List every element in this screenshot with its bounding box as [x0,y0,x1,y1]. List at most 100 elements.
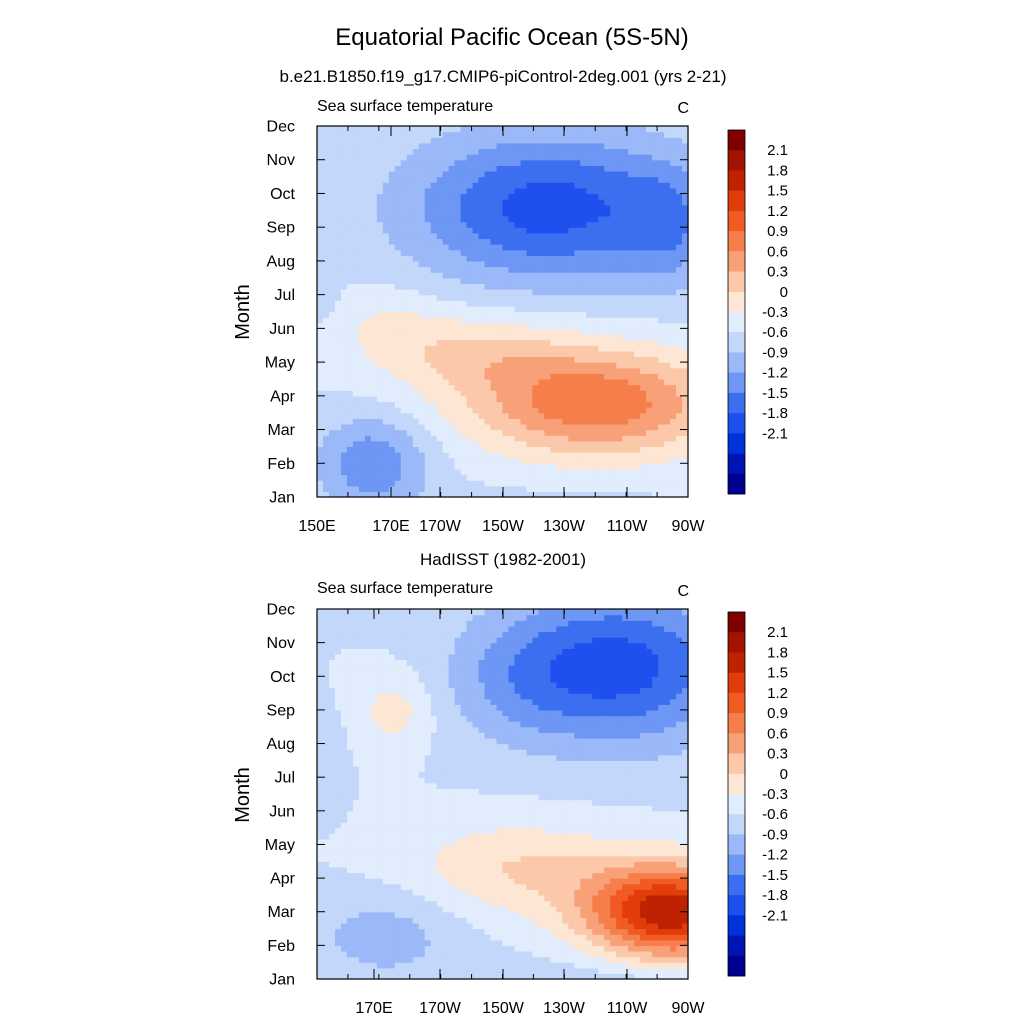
contour-cell [454,345,462,352]
contour-cell [514,390,522,397]
contour-cell [604,917,611,924]
contour-cell [610,350,617,358]
contour-cell [658,356,665,363]
contour-cell [652,474,659,481]
contour-cell [574,238,581,245]
contour-cell [460,249,468,256]
contour-cell [436,395,444,403]
contour-cell [646,238,653,245]
colorbar-box [728,473,745,495]
contour-cell [430,378,438,386]
contour-cell [430,390,438,397]
contour-cell [346,446,354,453]
contour-cell [514,232,522,240]
contour-cell [472,204,480,211]
contour-cell [640,407,647,414]
contour-cell [670,967,677,974]
contour-cell [334,367,342,374]
contour-cell [430,142,438,150]
contour-cell [454,491,462,498]
contour-cell [460,170,468,178]
colorbar-box [728,352,745,374]
contour-cell [346,255,354,262]
contour-cell [640,378,647,386]
contour-cell [556,272,563,279]
contour-cell [526,294,534,301]
contour-cell [622,294,629,301]
contour-cell [400,395,408,403]
contour-cell [544,435,551,442]
contour-cell [418,339,426,346]
contour-cell [322,950,330,958]
contour-cell [544,395,551,403]
contour-cell [568,289,575,296]
contour-cell [472,266,480,273]
contour-cell [388,289,396,296]
contour-cell [466,939,474,946]
contour-cell [616,950,623,958]
colorbar-box [728,231,745,252]
contour-cell [622,289,629,296]
contour-cell [340,906,348,913]
contour-cell [670,474,677,481]
contour-cell [562,345,569,352]
contour-cell [520,204,528,211]
contour-cell [640,917,647,924]
contour-cell [466,911,474,918]
contour-cell [580,227,587,234]
contour-cell [634,412,641,419]
contour-cell [430,255,438,262]
contour-cell [556,939,563,946]
contour-cell [682,945,689,952]
contour-cell [436,917,444,924]
contour-cell [328,159,336,166]
contour-cell [544,950,551,958]
contour-cell [604,221,611,228]
contour-cell [406,967,414,974]
contour-cell [430,154,438,161]
contour-cell [604,362,611,369]
contour-cell [424,199,432,206]
contour-cell [568,452,575,459]
contour-cell [562,423,569,431]
contour-cell [544,440,551,448]
contour-cell [358,148,366,155]
contour-cell [478,317,486,324]
contour-cell [502,412,510,419]
contour-cell [317,950,324,958]
contour-cell [514,362,522,369]
contour-cell [490,934,498,941]
contour-cell [370,148,378,155]
contour-cell [496,945,504,952]
contour-cell [317,154,324,161]
contour-cell [610,289,617,296]
contour-cell [448,423,456,431]
contour-cell [406,378,414,386]
contour-cell [592,193,599,200]
contour-cell [364,956,372,963]
contour-cell [352,435,360,442]
contour-cell [544,911,551,918]
contour-cell [322,395,330,403]
contour-cell [352,159,360,166]
contour-cell [436,305,444,313]
contour-cell [400,468,408,476]
contour-cell [514,922,522,930]
contour-cell [394,956,402,963]
contour-cell [424,418,432,425]
colorbar-label: -0.3 [762,304,788,321]
contour-cell [322,187,330,195]
contour-cell [418,333,426,341]
contour-cell [442,934,450,941]
contour-cell [574,311,581,318]
contour-cell [508,362,516,369]
y-tick-label: Aug [267,253,295,270]
contour-cell [574,193,581,200]
contour-cell [400,378,408,386]
contour-cell [556,266,563,273]
contour-cell [604,440,611,448]
contour-cell [317,928,324,935]
contour-cell [658,165,665,172]
contour-cell [317,165,324,172]
contour-cell [568,395,575,403]
